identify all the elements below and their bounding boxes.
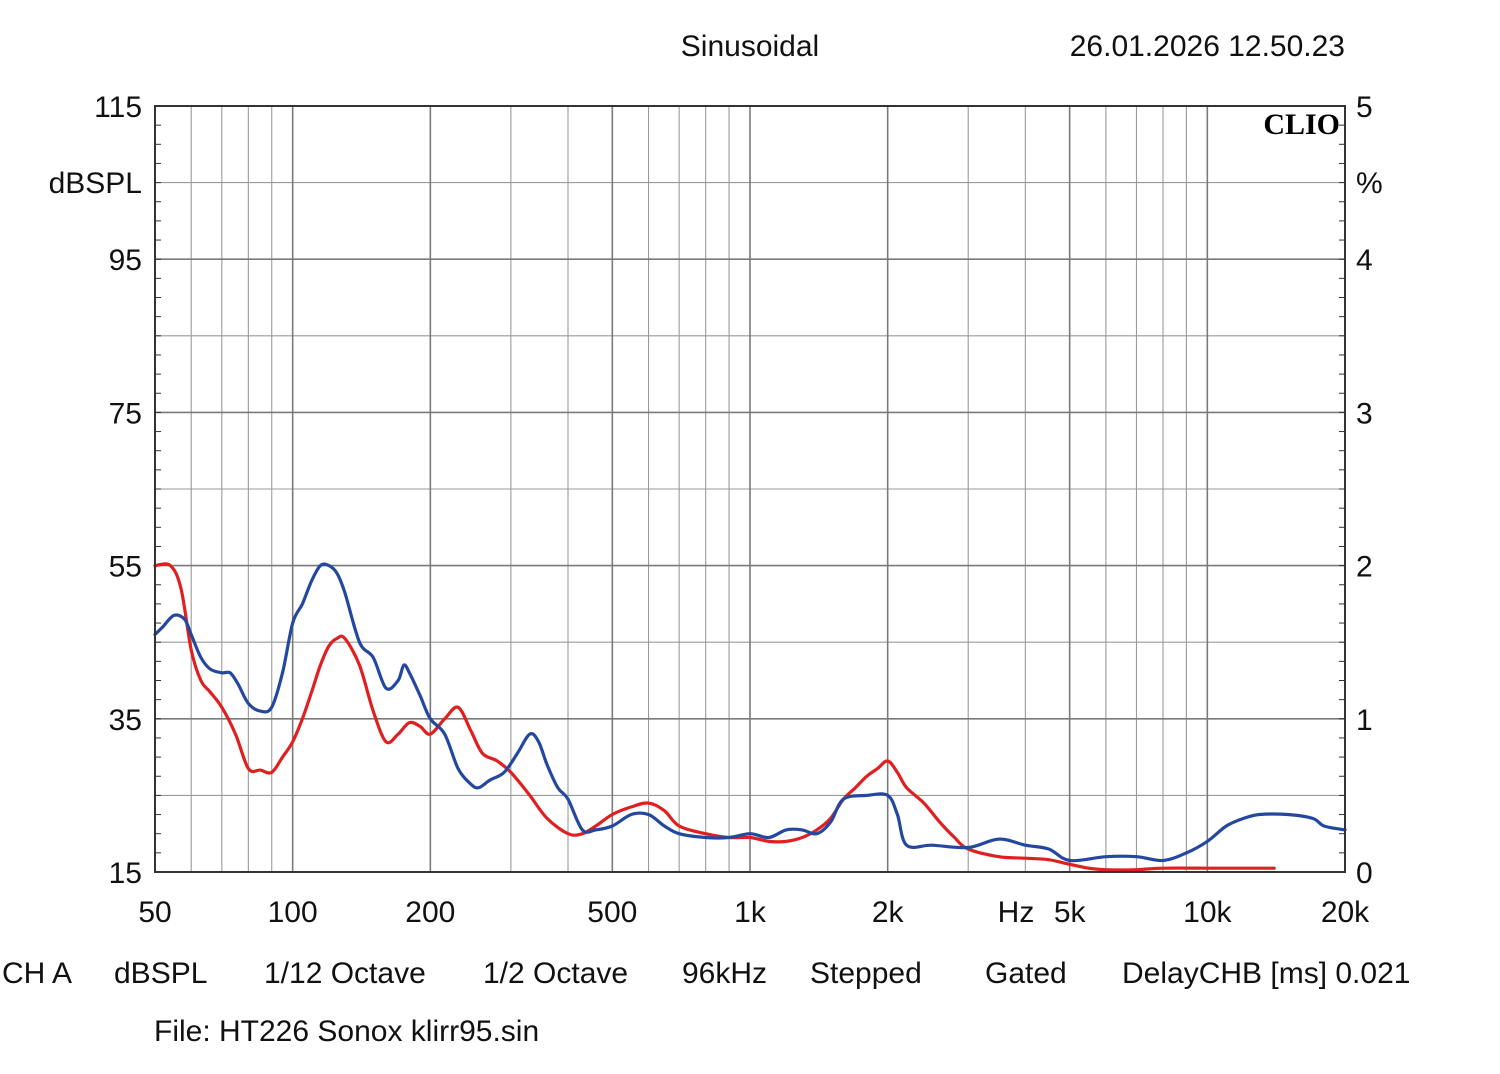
y-tick-label-right: 3 [1356, 397, 1373, 430]
x-tick-label: 2k [872, 896, 905, 929]
y-tick-label-right: 4 [1356, 244, 1373, 277]
footer-samplerate: 96kHz [682, 957, 767, 990]
footer-file: File: HT226 Sonox klirr95.sin [154, 1015, 539, 1048]
x-tick-label: 20k [1321, 896, 1370, 929]
y-tick-label-left: 75 [109, 397, 142, 430]
x-tick-label: 1k [734, 896, 767, 929]
y-axis-left-ticks: 115 95 75 55 35 15 [94, 91, 142, 890]
footer-channel: CH A [2, 957, 72, 990]
footer-settings: CH A dBSPL 1/12 Octave 1/2 Octave 96kHz … [2, 957, 1410, 990]
y-axis-left-label: dBSPL [49, 167, 142, 200]
timestamp: 26.01.2026 12.50.23 [1070, 30, 1345, 63]
x-tick-label: 10k [1183, 896, 1232, 929]
y-tick-label-left: 95 [109, 244, 142, 277]
x-tick-label: 100 [268, 896, 318, 929]
x-tick-label: 50 [138, 896, 171, 929]
x-tick-label: 5k [1054, 896, 1087, 929]
y-tick-label-left: 115 [94, 91, 142, 124]
series-layer [153, 562, 1347, 872]
footer-smoothing: 1/12 Octave [264, 957, 426, 990]
y-tick-label-right: 1 [1356, 704, 1373, 737]
footer-window: Gated [985, 957, 1067, 990]
y-tick-label-left: 55 [109, 551, 142, 584]
footer-sweep: Stepped [810, 957, 922, 990]
x-tick-label: 200 [405, 896, 455, 929]
y-axis-right-ticks: 5 4 3 2 1 0 [1356, 91, 1373, 890]
y-tick-label-left: 15 [109, 857, 142, 890]
x-axis-ticks: 50 100 200 500 1k 2k 5k 10k 20k [138, 896, 1370, 929]
footer-resolution: 1/2 Octave [483, 957, 628, 990]
x-tick-label: 500 [587, 896, 637, 929]
series-line-blue [153, 562, 1347, 863]
footer-unit: dBSPL [114, 957, 207, 990]
x-axis-label: Hz [998, 896, 1035, 929]
y-tick-label-right: 5 [1356, 91, 1373, 124]
y-axis-right-label: % [1356, 167, 1383, 200]
plot-frame [154, 105, 1346, 873]
y-tick-label-right: 0 [1356, 857, 1373, 890]
brand-logo: CLIO [1263, 108, 1340, 141]
footer-delay: DelayCHB [ms] 0.021 [1122, 957, 1410, 990]
mode-title: Sinusoidal [681, 30, 819, 63]
y-tick-label-right: 2 [1356, 551, 1373, 584]
y-tick-label-left: 35 [109, 704, 142, 737]
